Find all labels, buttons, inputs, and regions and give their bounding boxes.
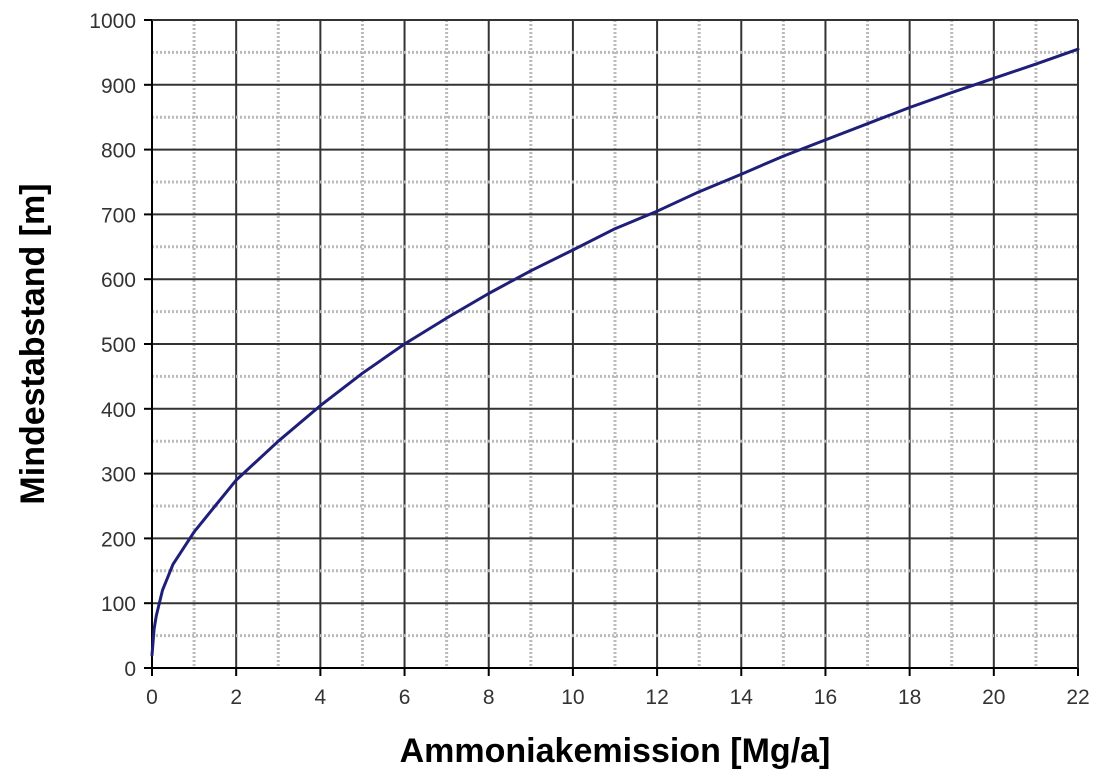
axes: [144, 19, 1079, 676]
x-tick-label: 10: [561, 686, 584, 709]
series-group: [150, 47, 1080, 657]
y-tick-label: 300: [101, 464, 136, 487]
y-tick-label: 800: [101, 140, 136, 163]
y-tick-label: 700: [101, 204, 136, 227]
y-tick-label: 100: [101, 593, 136, 616]
y-tick-label: 200: [101, 528, 136, 551]
x-tick-label: 4: [315, 686, 327, 709]
x-tick-label: 22: [1066, 686, 1089, 709]
x-tick-labels: 0 2 4 6 8 10 12 14 16 18 20 22: [146, 686, 1090, 709]
y-tick-label: 0: [124, 658, 136, 681]
y-tick-label: 500: [101, 334, 136, 357]
x-tick-label: 0: [146, 686, 158, 709]
x-tick-label: 2: [230, 686, 242, 709]
y-tick-labels: 0 100 200 300 400 500 600 700 800 900 1000: [89, 10, 136, 681]
y-tick-label: 900: [101, 75, 136, 98]
x-tick-label: 16: [814, 686, 837, 709]
y-tick-label: 1000: [89, 10, 136, 33]
x-tick-label: 14: [730, 686, 754, 709]
y-tick-label: 600: [101, 269, 136, 292]
x-tick-label: 12: [645, 686, 668, 709]
x-axis-title: Ammoniakemission [Mg/a]: [400, 732, 831, 770]
x-tick-label: 18: [898, 686, 921, 709]
y-axis-title: Mindestabstand [m]: [14, 183, 52, 504]
grid: [151, 19, 1079, 669]
series-line: [150, 47, 1080, 657]
y-tick-label: 400: [101, 399, 136, 422]
x-tick-label: 6: [399, 686, 411, 709]
x-tick-label: 8: [483, 686, 495, 709]
x-tick-label: 20: [982, 686, 1005, 709]
